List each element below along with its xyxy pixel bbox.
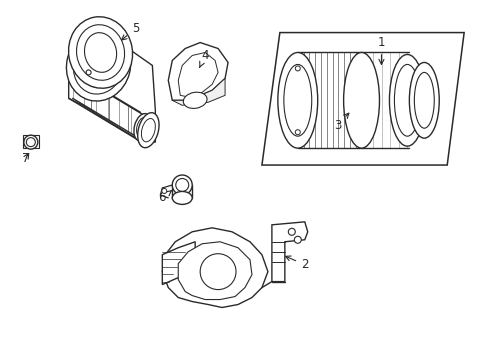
Text: 2: 2 <box>285 256 308 271</box>
Ellipse shape <box>73 37 123 94</box>
Ellipse shape <box>86 70 91 75</box>
Polygon shape <box>178 53 218 97</box>
Ellipse shape <box>138 113 159 148</box>
Ellipse shape <box>76 25 124 80</box>
Ellipse shape <box>394 64 420 136</box>
Ellipse shape <box>200 254 236 289</box>
Polygon shape <box>168 42 227 100</box>
Ellipse shape <box>80 44 117 87</box>
Ellipse shape <box>141 118 155 142</box>
Ellipse shape <box>172 192 192 204</box>
Ellipse shape <box>172 175 192 195</box>
Ellipse shape <box>183 92 206 108</box>
Ellipse shape <box>288 228 295 235</box>
Text: 1: 1 <box>377 36 385 64</box>
Polygon shape <box>162 242 195 285</box>
Ellipse shape <box>388 54 425 146</box>
Text: 5: 5 <box>122 22 139 40</box>
Ellipse shape <box>175 179 188 192</box>
Ellipse shape <box>277 53 317 148</box>
Polygon shape <box>23 135 39 148</box>
Text: 7: 7 <box>22 152 30 165</box>
Text: 4: 4 <box>199 49 208 67</box>
Ellipse shape <box>294 236 301 243</box>
Ellipse shape <box>295 130 300 135</box>
Ellipse shape <box>134 113 151 141</box>
Polygon shape <box>262 32 463 165</box>
Ellipse shape <box>26 138 35 147</box>
Polygon shape <box>178 242 251 300</box>
Ellipse shape <box>408 62 438 138</box>
Ellipse shape <box>343 53 379 148</box>
Ellipse shape <box>283 64 311 136</box>
Ellipse shape <box>162 189 166 193</box>
Ellipse shape <box>84 33 117 72</box>
Text: 3: 3 <box>333 113 348 132</box>
Ellipse shape <box>295 66 300 71</box>
Ellipse shape <box>68 17 132 88</box>
Ellipse shape <box>24 135 38 149</box>
Ellipse shape <box>413 72 433 128</box>
Polygon shape <box>172 78 224 105</box>
Polygon shape <box>162 228 267 307</box>
Ellipse shape <box>66 30 130 101</box>
Polygon shape <box>271 222 307 282</box>
Text: 6: 6 <box>158 191 171 204</box>
Ellipse shape <box>136 117 148 137</box>
Polygon shape <box>68 31 155 142</box>
